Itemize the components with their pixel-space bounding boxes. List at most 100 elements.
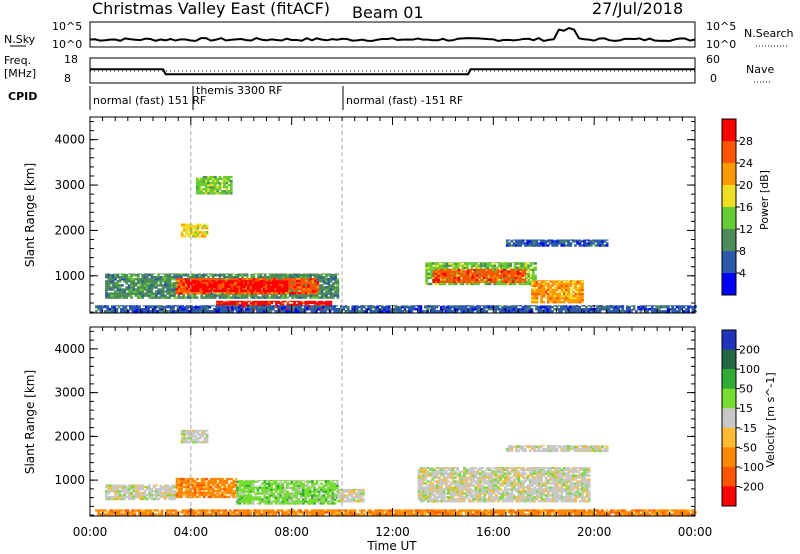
scatter-cell [346, 310, 350, 313]
scatter-cell [173, 284, 176, 287]
scatter-cell [147, 305, 150, 307]
scatter-cell [123, 495, 126, 499]
scatter-cell [585, 310, 588, 313]
scatter-cell [546, 308, 550, 311]
scatter-cell [182, 285, 186, 289]
scatter-cell [687, 308, 690, 311]
scatter-cell [109, 276, 113, 279]
scatter-cell [219, 283, 223, 286]
scatter-cell [215, 305, 218, 307]
scatter-cell [544, 288, 548, 292]
scatter-cell [204, 188, 208, 191]
scatter-cell [199, 308, 203, 311]
scatter-cell [445, 264, 449, 267]
scatter-cell [118, 294, 122, 297]
scatter-cell [581, 288, 584, 292]
scatter-cell [247, 289, 250, 292]
scatter-cell [223, 491, 227, 495]
scatter-cell [134, 278, 138, 281]
scatter-cell [628, 308, 631, 311]
scatter-cell [124, 306, 128, 309]
scatter-cell [254, 300, 258, 303]
scatter-cell [302, 278, 306, 281]
colorbar-tick-label: 28 [739, 135, 753, 148]
scatter-cell [327, 301, 330, 305]
scatter-cell [116, 493, 120, 497]
scatter-cell [152, 493, 156, 497]
scatter-cell [429, 268, 433, 271]
scatter-cell [250, 301, 253, 305]
scatter-cell [222, 305, 225, 307]
scatter-cell [95, 310, 98, 313]
scatter-cell [116, 274, 120, 277]
scatter-cell [542, 294, 546, 298]
scatter-cell [527, 266, 531, 269]
scatter-cell [164, 278, 167, 281]
scatter-cell [531, 272, 535, 275]
scatter-cell [303, 308, 307, 311]
scatter-cell [551, 284, 555, 287]
scatter-cell [307, 294, 310, 297]
scatter-cell [121, 288, 124, 291]
scatter-cell [293, 273, 297, 275]
scatter-cell [150, 488, 154, 491]
scatter-cell [279, 294, 283, 297]
scatter-cell [446, 272, 450, 275]
scatter-cell [455, 305, 459, 307]
scatter-cell [484, 262, 487, 265]
scatter-cell [104, 310, 107, 313]
scatter-cell [459, 262, 462, 263]
scatter-cell [644, 305, 647, 307]
scatter-cell [463, 266, 467, 269]
scatter-cell [508, 310, 511, 313]
scatter-cell [133, 306, 137, 309]
scatter-cell [511, 278, 515, 282]
scatter-cell [556, 298, 559, 302]
scatter-cell [583, 240, 586, 243]
scatter-cell [574, 301, 577, 304]
scatter-cell [510, 306, 513, 309]
scatter-cell [213, 289, 216, 292]
scatter-cell [256, 303, 260, 307]
scatter-cell [272, 306, 275, 309]
scatter-cell [306, 303, 310, 307]
scatter-cell [219, 280, 223, 282]
scatter-cell [272, 283, 275, 286]
scatter-cell [180, 276, 183, 279]
scatter-cell [612, 310, 615, 313]
scatter-cell [251, 308, 255, 311]
scatter-cell [302, 279, 306, 283]
scatter-cell [116, 488, 120, 491]
scatter-cell [399, 306, 402, 309]
scatter-cell [540, 242, 543, 245]
scatter-cell [238, 494, 242, 497]
scatter-cell [161, 296, 165, 299]
scatter-cell [291, 287, 295, 291]
scatter-cell [427, 276, 431, 280]
scatter-cell [483, 310, 486, 313]
scatter-cell [546, 306, 550, 309]
scatter-cell [334, 294, 337, 297]
scatter-cell [268, 291, 272, 295]
scatter-cell [578, 286, 582, 290]
scatter-cell [589, 310, 593, 313]
scatter-cell [261, 486, 264, 489]
scatter-cell [197, 283, 200, 286]
scatter-cell [362, 306, 366, 309]
scatter-cell [277, 300, 280, 303]
scatter-cell [454, 272, 458, 275]
scatter-cell [517, 305, 520, 307]
scatter-cell [288, 274, 292, 277]
scatter-cell [114, 292, 117, 295]
scatter-cell [179, 305, 182, 307]
scatter-cell [258, 283, 262, 286]
scatter-cell [243, 484, 246, 487]
scatter-cell [166, 488, 170, 491]
scatter-cell [551, 244, 554, 247]
scatter-cell [150, 290, 154, 293]
scatter-cell [336, 288, 340, 291]
scatter-cell [216, 495, 220, 499]
scatter-cell [226, 283, 230, 286]
scatter-cell [238, 498, 242, 501]
scatter-cell [542, 280, 546, 283]
